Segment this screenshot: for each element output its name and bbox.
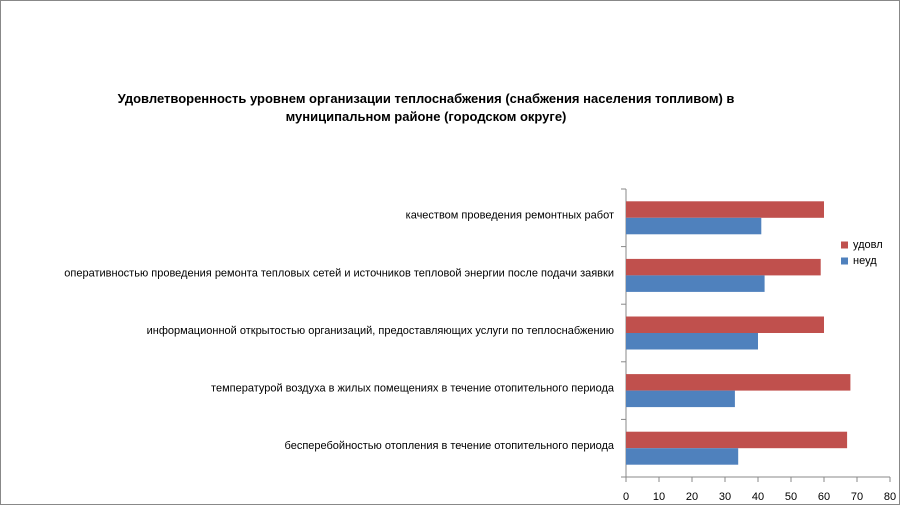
x-tick-label: 0	[623, 491, 629, 503]
bar	[626, 316, 824, 333]
bar	[626, 431, 848, 449]
x-tick-label: 30	[719, 491, 731, 503]
x-tick-label: 60	[818, 491, 830, 503]
legend-swatch	[841, 257, 848, 265]
category-label: бесперебойностью отопления в течение ото…	[285, 440, 615, 452]
bar	[626, 201, 824, 218]
bar	[626, 258, 821, 276]
legend-label: неуд	[853, 255, 877, 267]
category-label: оперативностью проведения ремонта теплов…	[64, 267, 614, 279]
bar	[626, 448, 739, 465]
x-tick-label: 40	[752, 491, 764, 503]
bar	[626, 275, 765, 292]
category-label: информационной открытостью организаций, …	[147, 325, 614, 337]
chart-title: Удовлетворенность уровнем организации те…	[117, 91, 735, 124]
bar	[626, 217, 762, 235]
category-label: температурой воздуха в жилых помещениях …	[211, 383, 615, 395]
legend-label: удовл	[853, 239, 883, 251]
bar	[626, 390, 735, 408]
category-label: качеством проведения ремонтных работ	[406, 210, 614, 222]
x-tick-label: 70	[851, 491, 863, 503]
legend-swatch	[841, 241, 848, 249]
x-tick-label: 50	[785, 491, 797, 503]
x-tick-label: 80	[884, 491, 896, 503]
bar	[626, 333, 758, 350]
x-tick-label: 10	[653, 491, 665, 503]
bar	[626, 374, 851, 391]
x-tick-label: 20	[686, 491, 698, 503]
